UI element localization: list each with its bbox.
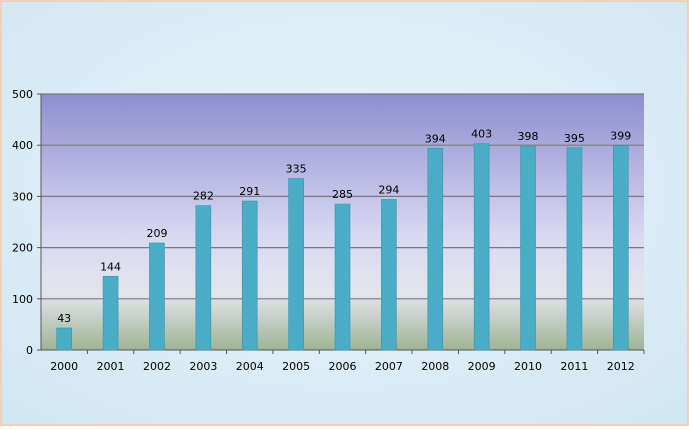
y-axis-ticks: 0 100 200 300 400 500 <box>12 88 33 357</box>
data-label: 395 <box>564 132 585 145</box>
x-tick-label: 2002 <box>143 360 171 373</box>
data-label: 335 <box>286 162 307 175</box>
data-label: 399 <box>610 130 631 143</box>
bar <box>473 143 490 351</box>
x-tick-label: 2011 <box>560 360 588 373</box>
data-label: 403 <box>471 128 492 141</box>
x-tick-label: 2009 <box>468 360 496 373</box>
data-label: 282 <box>193 190 214 203</box>
bars <box>56 143 629 351</box>
data-labels: 43 144 209 282 291 335 285 294 394 403 398 395 399 <box>57 128 631 325</box>
x-tick-label: 2004 <box>236 360 264 373</box>
bar <box>56 327 72 351</box>
y-tick-label: 400 <box>12 139 33 152</box>
bar <box>195 205 212 351</box>
bar <box>520 145 536 351</box>
bar <box>381 199 397 351</box>
data-label: 294 <box>378 183 399 196</box>
x-tick-label: 2005 <box>282 360 310 373</box>
x-tick-label: 2008 <box>421 360 449 373</box>
data-label: 209 <box>146 227 167 240</box>
x-tick-label: 2010 <box>514 360 542 373</box>
data-label: 43 <box>57 312 71 325</box>
y-tick-label: 100 <box>12 293 33 306</box>
data-label: 291 <box>239 185 260 198</box>
x-tick-label: 2006 <box>329 360 357 373</box>
bar <box>102 275 119 351</box>
bar <box>288 178 304 351</box>
y-tick-label: 0 <box>26 344 33 357</box>
x-tick-label: 2000 <box>50 360 78 373</box>
data-label: 398 <box>518 130 539 143</box>
y-tick-label: 300 <box>12 190 33 203</box>
data-label: 144 <box>100 260 121 273</box>
x-axis-ticks: 2000 2001 2002 2003 2004 2005 2006 2007 2008 2009… <box>50 360 635 373</box>
data-label: 285 <box>332 188 353 201</box>
data-label: 394 <box>425 132 446 145</box>
bar <box>149 242 165 351</box>
x-tick-label: 2007 <box>375 360 403 373</box>
bar <box>427 147 444 351</box>
bar <box>613 145 629 351</box>
y-tick-label: 500 <box>12 88 33 101</box>
bar <box>241 200 258 351</box>
x-tick-label: 2003 <box>189 360 217 373</box>
x-tick-label: 2012 <box>607 360 635 373</box>
y-tick-label: 200 <box>12 242 33 255</box>
x-tick-label: 2001 <box>97 360 125 373</box>
bar <box>566 147 583 351</box>
bar <box>334 203 351 351</box>
